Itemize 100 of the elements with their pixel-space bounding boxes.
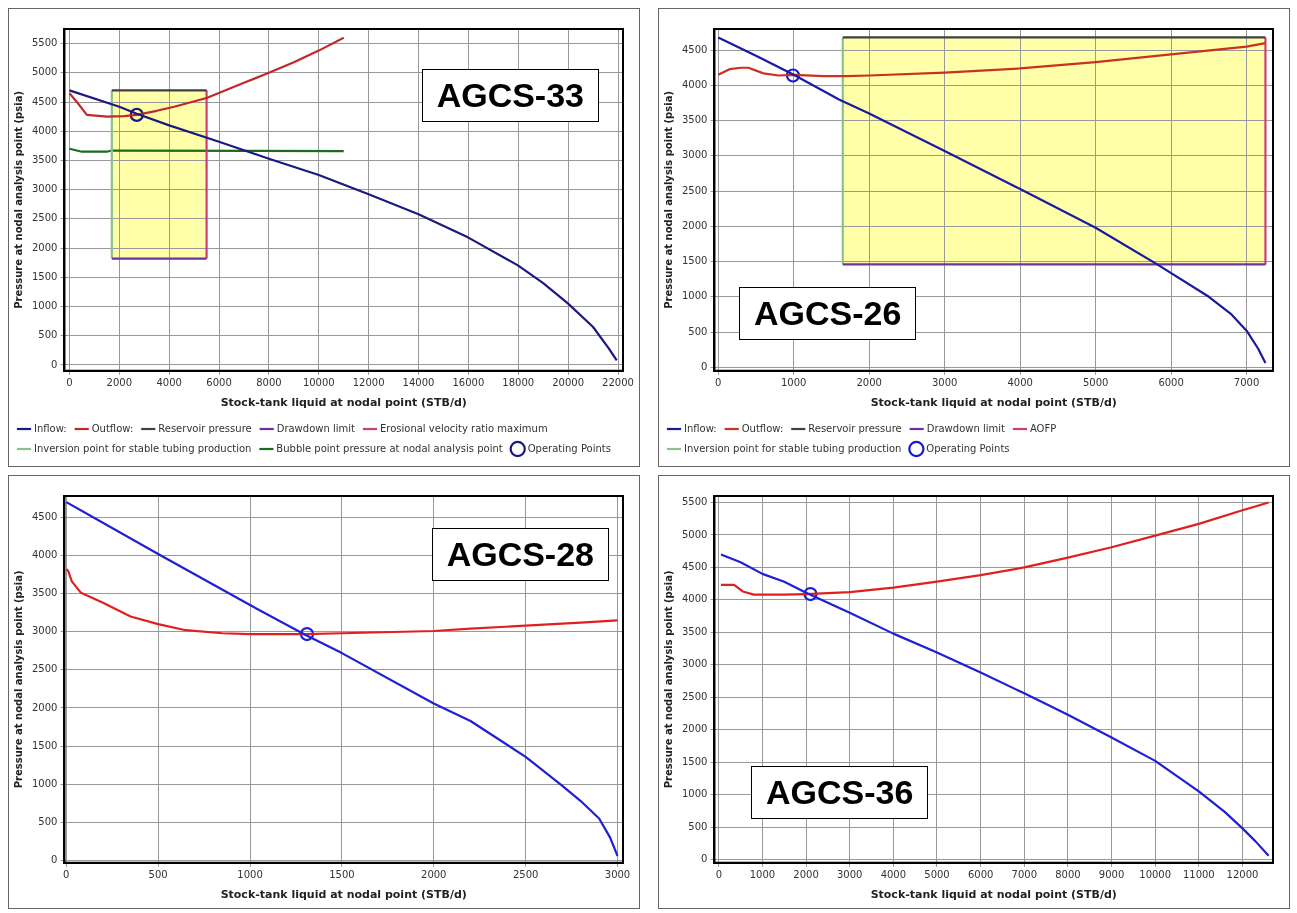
legend-label: Reservoir pressure [158,422,252,434]
x-tick-label: 6000 [206,377,232,389]
x-tick-label: 1500 [329,869,355,881]
y-tick-label: 3000 [682,149,708,161]
x-tick-label: 7000 [1233,377,1260,389]
x-axis-title: Stock-tank liquid at nodal point (STB/d) [220,396,467,410]
y-tick-label: 4000 [682,78,708,90]
y-tick-label: 1000 [682,788,708,800]
legend-label: Drawdown limit [276,422,356,434]
y-tick-label: 1500 [32,739,58,751]
x-axis-title: Stock-tank liquid at nodal point (STB/d) [870,396,1117,410]
y-tick-label: 5500 [32,37,58,49]
y-tick-label: 2500 [682,690,708,702]
y-tick-label: 3000 [32,625,58,637]
y-tick-label: 2500 [682,184,708,196]
x-axis-title: Stock-tank liquid at nodal point (STB/d) [220,888,467,902]
x-tick-label: 0 [715,377,722,389]
y-tick-label: 0 [51,854,58,866]
y-tick-label: 1500 [682,755,708,767]
y-tick-label: 4000 [682,593,708,605]
y-tick-label: 5500 [682,496,708,508]
x-tick-label: 4000 [156,377,182,389]
legend-label: Inflow: [684,422,717,434]
x-tick-label: 8000 [1055,869,1081,881]
y-tick-label: 1000 [32,300,58,312]
legend-label: Outflow: [741,422,784,434]
x-tick-label: 5000 [924,869,950,881]
y-tick-label: 3000 [682,658,708,670]
x-tick-label: 18000 [502,377,535,389]
legend-label: Erosional velocity ratio maximum [379,422,548,434]
legend-label: AOFP [1029,422,1057,434]
y-tick-label: 0 [701,853,708,865]
y-tick-label: 500 [688,325,708,337]
x-tick-label: 2500 [512,869,539,881]
y-tick-label: 2500 [32,663,58,675]
y-tick-label: 3500 [32,587,58,599]
annotation: AGCS-36 [751,766,929,819]
y-tick-label: 1000 [682,290,708,302]
y-tick-label: 3000 [32,183,58,195]
x-tick-label: 4000 [1007,377,1033,389]
x-tick-label: 500 [148,869,168,881]
legend-label: Reservoir pressure [808,422,902,434]
x-tick-label: 7000 [1011,869,1037,881]
legend-label: Outflow: [91,422,134,434]
y-tick-label: 2000 [32,241,58,253]
y-tick-label: 2000 [682,723,708,735]
x-tick-label: 14000 [402,377,435,389]
annotation: AGCS-28 [431,528,609,581]
x-tick-label: 0 [63,869,70,881]
x-tick-label: 12000 [352,377,385,389]
x-tick-label: 3000 [837,869,863,881]
y-tick-label: 4500 [32,510,58,522]
x-tick-label: 11000 [1182,869,1215,881]
x-tick-label: 6000 [1158,377,1184,389]
x-tick-label: 0 [66,377,73,389]
legend-label: Inversion point for stable tubing production [684,442,902,454]
y-tick-label: 0 [701,360,708,372]
y-tick-label: 1500 [32,270,58,282]
y-tick-label: 2000 [682,219,708,231]
x-tick-label: 3000 [931,377,958,389]
x-tick-label: 0 [715,869,722,881]
x-tick-label: 6000 [967,869,994,881]
legend-label: Inversion point for stable tubing production [34,442,252,454]
annotation: AGCS-26 [739,287,917,340]
y-tick-label: 4000 [32,124,58,136]
x-tick-label: 1000 [749,869,776,881]
x-tick-label: 1000 [237,869,263,881]
y-tick-label: 1500 [682,255,708,267]
legend-label: Bubble point pressure at nodal analysis point [276,442,503,454]
y-tick-label: 2000 [32,701,58,713]
x-tick-label: 5000 [1082,377,1109,389]
x-tick-label: 1000 [780,377,807,389]
y-tick-label: 2500 [32,212,58,224]
y-tick-label: 5000 [32,66,58,78]
x-tick-label: 16000 [452,377,485,389]
annotation: AGCS-33 [421,69,599,122]
x-tick-label: 12000 [1226,869,1259,881]
y-tick-label: 4000 [32,549,58,561]
y-tick-label: 0 [51,358,58,370]
y-tick-label: 4500 [682,43,708,55]
x-tick-label: 3000 [604,869,631,881]
y-tick-label: 4500 [682,561,708,573]
legend-label: Inflow: [34,422,67,434]
x-tick-label: 8000 [256,377,282,389]
legend-label: Operating Points [527,442,611,454]
x-tick-label: 2000 [106,377,133,389]
y-axis-title: Pressure at nodal analysis point (psia) [662,570,674,789]
y-tick-label: 3500 [682,114,708,126]
y-tick-label: 500 [38,329,58,341]
y-tick-label: 500 [688,820,708,832]
x-tick-label: 10000 [302,377,335,389]
x-tick-label: 2000 [421,869,447,881]
y-tick-label: 500 [38,815,58,827]
legend-label: Operating Points [926,442,1010,454]
x-tick-label: 2000 [856,377,882,389]
y-axis-title: Pressure at nodal analysis point (psia) [662,91,674,309]
x-tick-label: 20000 [552,377,585,389]
x-tick-label: 4000 [880,869,907,881]
x-tick-label: 9000 [1098,869,1125,881]
x-tick-label: 22000 [602,377,634,389]
